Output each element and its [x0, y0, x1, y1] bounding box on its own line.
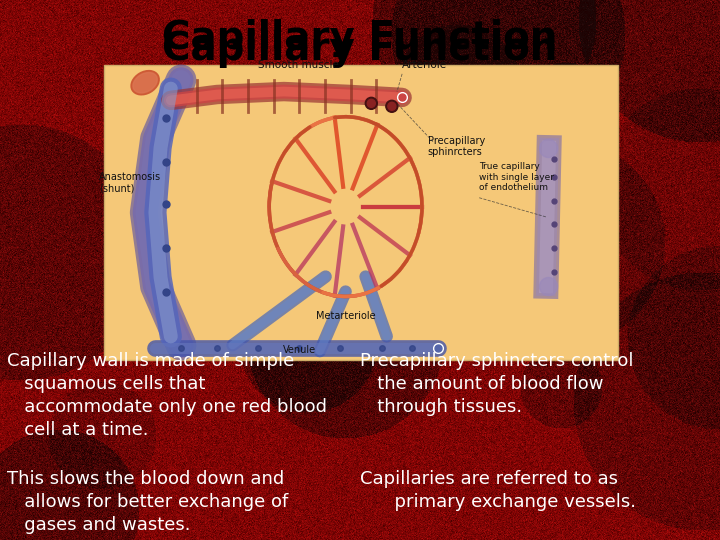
Text: Capillaries are referred to as
      primary exchange vessels.: Capillaries are referred to as primary e… [360, 470, 636, 511]
Circle shape [367, 99, 375, 107]
Circle shape [365, 97, 377, 109]
Text: Capillary wall is made of simple
   squamous cells that
   accommodate only one : Capillary wall is made of simple squamou… [7, 352, 327, 439]
Text: Precapillary
sphinrcters: Precapillary sphinrcters [428, 136, 485, 157]
Text: Venule: Venule [283, 345, 316, 355]
Text: Capillary Function: Capillary Function [162, 19, 558, 57]
Ellipse shape [133, 72, 157, 93]
Ellipse shape [131, 71, 159, 95]
Text: Arteriole: Arteriole [402, 60, 447, 70]
Text: Smooth muscle: Smooth muscle [258, 60, 339, 70]
Text: True capillary
with single layer
of endothelium: True capillary with single layer of endo… [480, 162, 554, 192]
Text: Metarteriole: Metarteriole [316, 310, 375, 321]
Circle shape [388, 102, 396, 110]
Bar [104, 65, 618, 360]
Text: Anastomosis
(shunt): Anastomosis (shunt) [99, 172, 161, 194]
Circle shape [386, 100, 398, 112]
Text: This slows the blood down and
   allows for better exchange of
   gases and wast: This slows the blood down and allows for… [7, 470, 289, 534]
Text: Capillary Function: Capillary Function [162, 30, 558, 68]
Text: Precapillary sphincters control
   the amount of blood flow
   through tissues.: Precapillary sphincters control the amou… [360, 352, 634, 416]
